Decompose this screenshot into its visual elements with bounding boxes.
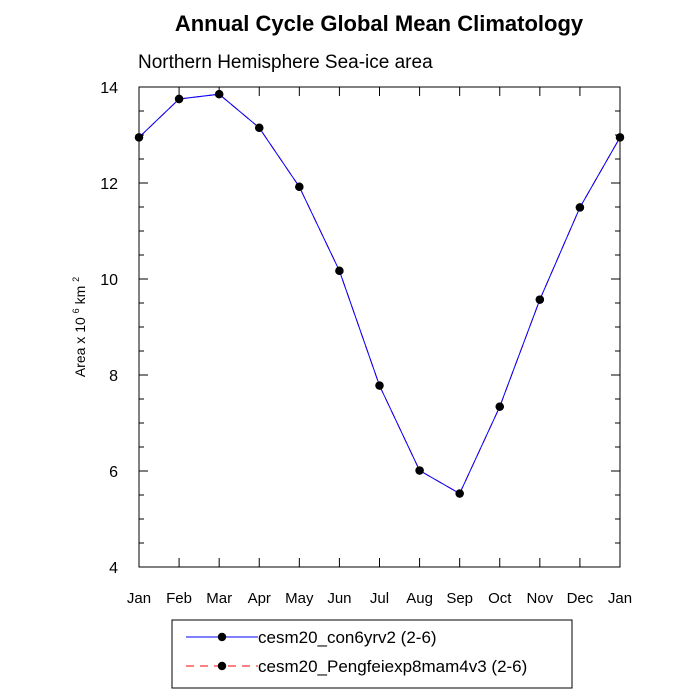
y-axis-label-unit: km (72, 286, 88, 305)
data-point (535, 295, 545, 304)
tick-labels: Jan Feb Mar Apr May Jun Jul Aug Sep Oct Nov Dec Jan 4… (100, 80, 632, 607)
data-point (134, 133, 144, 142)
x-tick-label: Dec (567, 590, 594, 607)
data-point (174, 94, 184, 104)
x-tick-label: Jun (327, 590, 351, 607)
data-point (495, 402, 504, 411)
data-point (415, 466, 424, 475)
x-tick-label: Jan (608, 590, 632, 607)
legend-marker (217, 632, 227, 642)
x-tick-label: May (285, 590, 314, 607)
y-axis-label-unit-exponent: 2 (71, 277, 81, 282)
x-tick-label: Sep (446, 590, 473, 607)
y-axis-label: Area x 10 6 km 2 (66, 277, 88, 377)
legend-label: cesm20_con6yrv2 (2-6) (258, 628, 437, 647)
chart-subtitle: Northern Hemisphere Sea-ice area (138, 52, 433, 73)
y-tick-label: 8 (109, 368, 118, 385)
x-tick-label: Nov (526, 590, 553, 607)
legend-marker (217, 661, 227, 671)
y-tick-label: 6 (109, 464, 118, 481)
y-tick-label: 12 (100, 176, 118, 193)
legend: cesm20_con6yrv2 (2-6) cesm20_Pengfeiexp8m… (171, 619, 573, 689)
tick-marks (138, 86, 621, 568)
data-point (255, 123, 264, 132)
y-tick-label: 4 (109, 560, 118, 577)
legend-label: cesm20_Pengfeiexp8mam4v3 (2-6) (258, 657, 527, 676)
data-point (575, 203, 585, 212)
series-layer (134, 90, 625, 498)
x-tick-label: Jul (370, 590, 389, 607)
y-tick-label: 14 (100, 80, 118, 97)
series-2 (134, 90, 625, 498)
data-point (295, 182, 304, 192)
data-point (615, 133, 625, 142)
x-tick-label: Aug (406, 590, 433, 607)
data-point (335, 266, 344, 276)
plot-frame (138, 86, 621, 568)
y-tick-label: 10 (100, 272, 118, 289)
x-tick-label: Oct (488, 590, 512, 607)
y-axis-label-exponent: 6 (71, 308, 81, 313)
x-tick-label: Feb (166, 590, 192, 607)
series-line (138, 93, 621, 495)
data-point (214, 90, 224, 99)
legend-box (171, 619, 573, 689)
x-tick-label: Apr (248, 590, 271, 607)
x-tick-label: Mar (206, 590, 232, 607)
series-1 (134, 90, 625, 498)
data-point (455, 489, 464, 498)
series-line (138, 93, 621, 495)
x-tick-label: Jan (127, 590, 151, 607)
data-point (375, 381, 384, 390)
chart-title: Annual Cycle Global Mean Climatology (175, 11, 584, 36)
y-axis-label-prefix: Area x 10 (72, 317, 88, 377)
